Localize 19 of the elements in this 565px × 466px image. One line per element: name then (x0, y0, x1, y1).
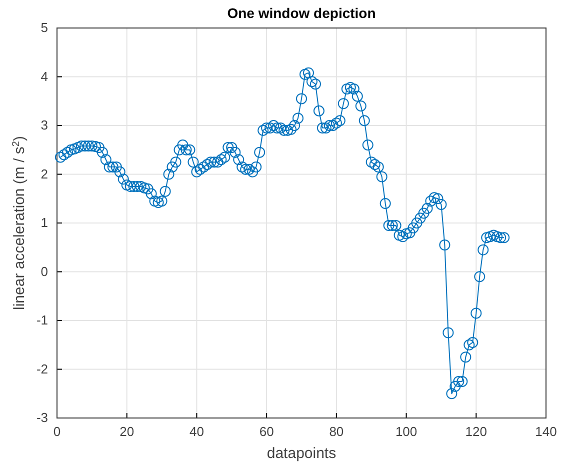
x-tick-label: 20 (120, 424, 134, 440)
y-tick-label: 3 (40, 118, 48, 133)
x-tick-label: 140 (535, 424, 557, 440)
y-tick-label: 2 (40, 166, 48, 182)
x-axis-title: datapoints (266, 445, 336, 462)
x-tick-label: 40 (189, 424, 204, 440)
chart-title: One window depiction (227, 5, 376, 21)
y-tick-label: 4 (40, 68, 48, 84)
y-tick-label: 0 (40, 264, 48, 279)
x-tick-label: 0 (53, 424, 61, 440)
y-tick-label: -2 (36, 361, 48, 376)
x-tick-label: 120 (465, 424, 487, 440)
y-tick-label: -3 (36, 410, 48, 426)
y-tick-label: 1 (40, 215, 48, 230)
y-tick-label: 5 (40, 20, 48, 36)
x-tick-label: 80 (329, 424, 344, 440)
y-tick-label: -1 (36, 312, 48, 328)
x-tick-label: 100 (395, 424, 418, 440)
x-tick-label: 60 (259, 424, 274, 440)
